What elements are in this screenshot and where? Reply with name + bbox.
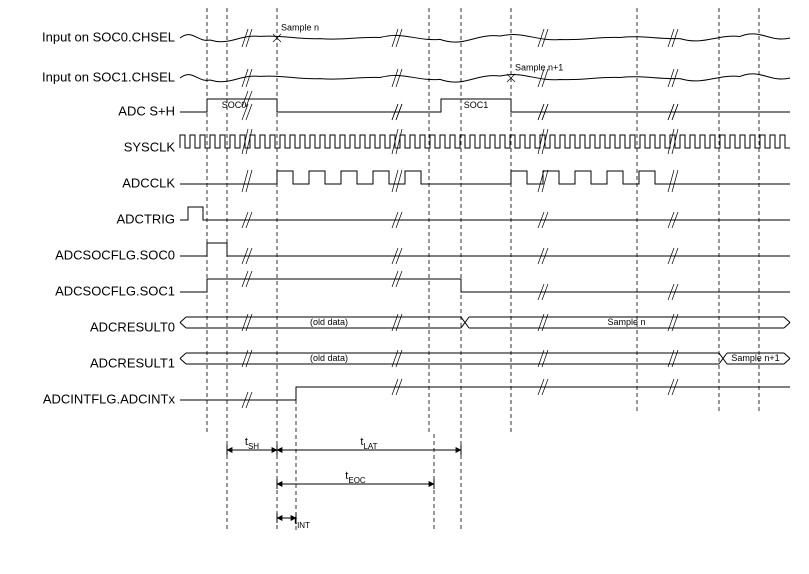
- label-intflg: ADCINTFLG.ADCINTx: [43, 391, 176, 406]
- label-soc1_input: Input on SOC1.CHSEL: [42, 69, 175, 84]
- analog-wave: Sample n: [180, 22, 790, 47]
- label-adctrig: ADCTRIG: [117, 211, 176, 226]
- label-adc_sh: ADC S+H: [118, 103, 175, 118]
- wave-socflg1: [180, 271, 790, 300]
- svg-text:(old data): (old data): [310, 353, 348, 363]
- label-socflg0: ADCSOCFLG.SOC0: [55, 247, 175, 262]
- analog-wave: Sample n+1: [180, 62, 790, 87]
- label-result1: ADCRESULT1: [90, 355, 175, 370]
- svg-text:tEOC: tEOC: [345, 470, 366, 485]
- label-result0: ADCRESULT0: [90, 319, 175, 334]
- svg-text:tINT: tINT: [294, 515, 310, 530]
- sample-marker-label: Sample n+1: [515, 62, 563, 72]
- svg-text:(old data): (old data): [310, 317, 348, 327]
- label-socflg1: ADCSOCFLG.SOC1: [55, 283, 175, 298]
- svg-text:tLAT: tLAT: [360, 436, 377, 451]
- label-soc0_input: Input on SOC0.CHSEL: [42, 29, 175, 44]
- svg-text:tSH: tSH: [245, 436, 259, 451]
- adc-timing-diagram: Input on SOC0.CHSEL Input on SOC1.CHSEL AD…: [0, 0, 809, 574]
- wave-sysclk: [180, 129, 790, 154]
- wave-socflg0: [180, 243, 790, 264]
- bus-value-label: Sample n: [607, 317, 645, 327]
- wave-adcclk: [180, 170, 790, 192]
- svg-text:SOC1: SOC1: [464, 100, 489, 110]
- wave-adc-sh: SOC0SOC1: [180, 91, 790, 120]
- wave-adcintflg: [180, 379, 790, 408]
- bus-adcresult1: Sample n+1 (old data): [180, 350, 790, 367]
- label-sysclk: SYSCLK: [124, 139, 176, 154]
- bus-value-label: Sample n+1: [731, 353, 779, 363]
- label-adcclk: ADCCLK: [122, 175, 175, 190]
- bus-adcresult0: Sample n (old data): [180, 314, 790, 331]
- sample-marker-label: Sample n: [281, 22, 319, 32]
- wave-adctrig: [180, 207, 790, 228]
